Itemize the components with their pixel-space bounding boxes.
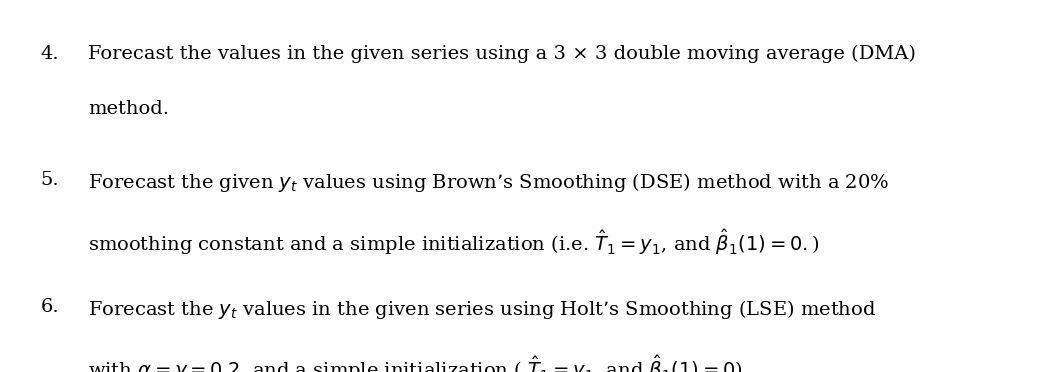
Text: Forecast the $y_t$ values in the given series using Holt’s Smoothing (LSE) metho: Forecast the $y_t$ values in the given s… <box>88 298 876 321</box>
Text: smoothing constant and a simple initialization (i.e. $\hat{T}_1 = y_1$, and $\ha: smoothing constant and a simple initiali… <box>88 227 820 257</box>
Text: method.: method. <box>88 100 169 118</box>
Text: 4.: 4. <box>40 45 59 62</box>
Text: Forecast the given $y_t$ values using Brown’s Smoothing (DSE) method with a 20%: Forecast the given $y_t$ values using Br… <box>88 171 889 194</box>
Text: 6.: 6. <box>40 298 59 315</box>
Text: Forecast the values in the given series using a 3 × 3 double moving average (DMA: Forecast the values in the given series … <box>88 45 917 63</box>
Text: 5.: 5. <box>40 171 59 189</box>
Text: with $\alpha = \gamma = 0.2$  and a simple initialization ( $\hat{T}_1 = y_1$, a: with $\alpha = \gamma = 0.2$ and a simpl… <box>88 353 749 372</box>
